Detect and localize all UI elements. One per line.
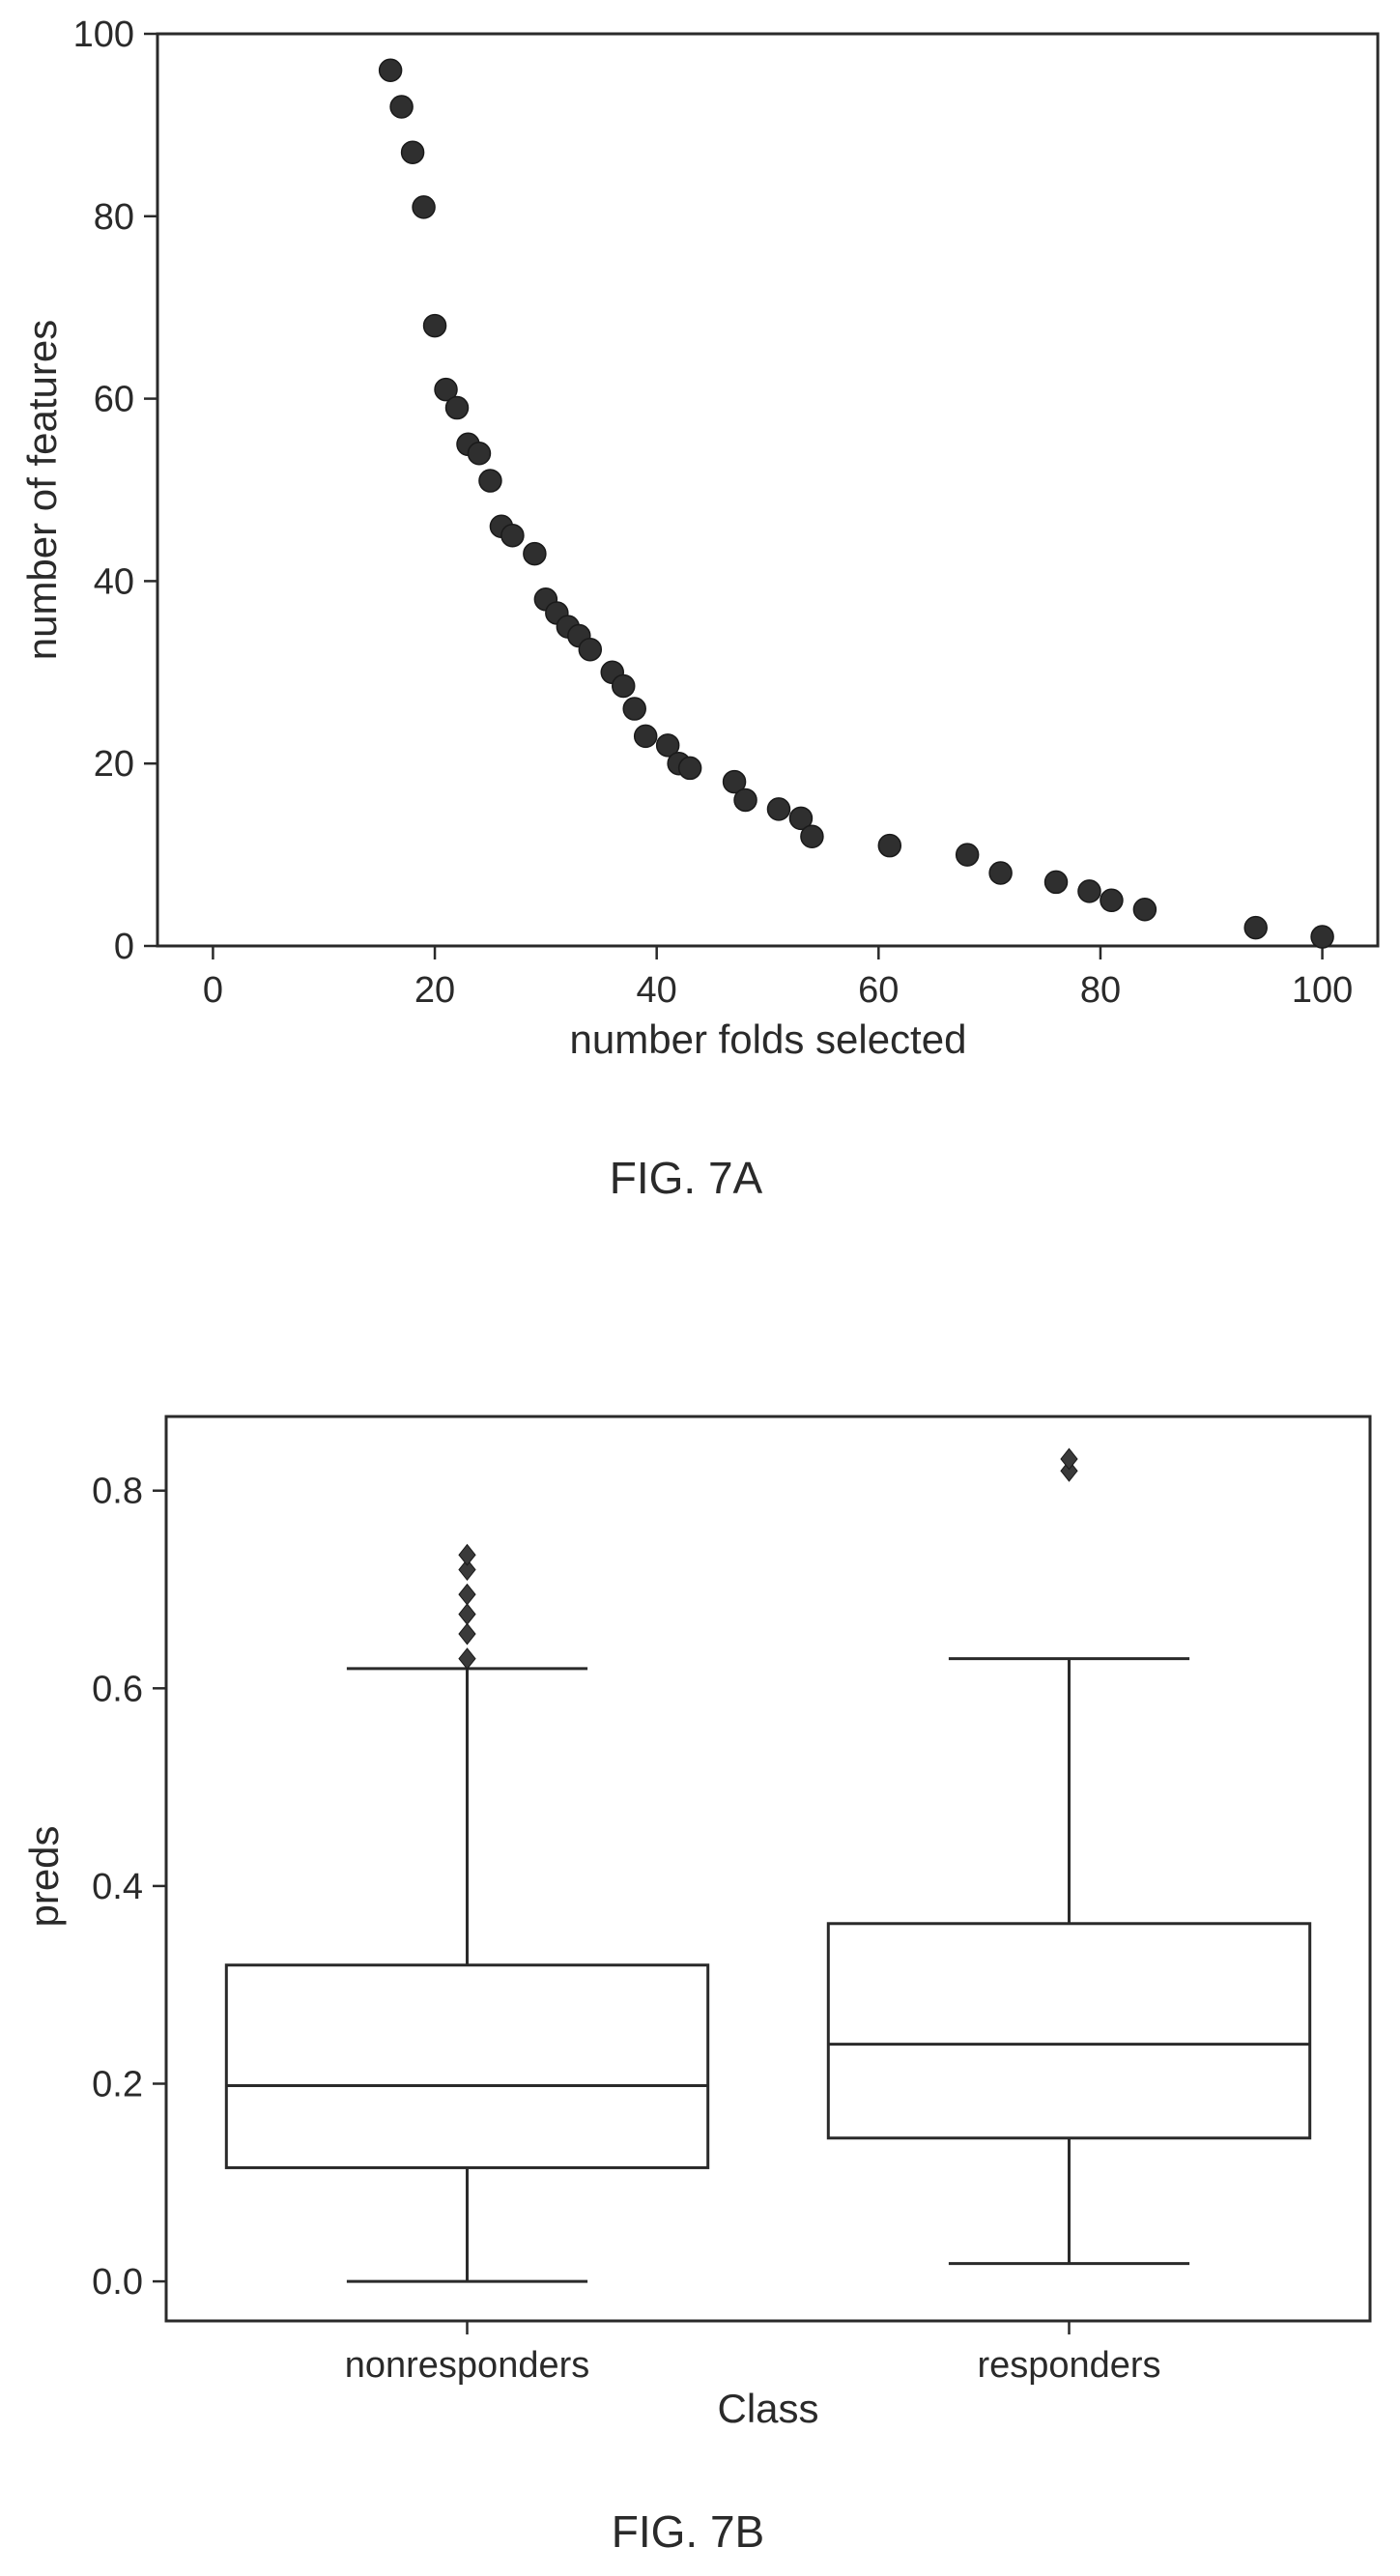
box-plot-y-tick-label: 0.4 [92, 1867, 143, 1907]
outlier-marker [458, 1543, 476, 1566]
box-plot-y-tick-label: 0.8 [92, 1472, 143, 1512]
scatter-point [478, 469, 502, 493]
box-plot-y-axis-label: preds [21, 1825, 67, 1927]
scatter-point [1043, 870, 1069, 895]
outlier-marker [458, 1559, 476, 1581]
scatter-point [444, 395, 470, 420]
scatter-y-tick-label: 60 [94, 380, 134, 420]
scatter-point [800, 824, 824, 848]
scatter-point [733, 787, 757, 813]
scatter-point [766, 797, 791, 821]
scatter-point [622, 697, 646, 721]
scatter-point [578, 637, 603, 662]
scatter-x-tick-label: 20 [414, 970, 455, 1011]
scatter-axis-ticks: 0 20 40 60 80 100 0 20 40 60 80 100 [73, 14, 1354, 1011]
scatter-y-tick-label: 100 [73, 14, 134, 55]
scatter-point [877, 833, 902, 858]
scatter-point [1077, 879, 1101, 903]
figure-caption-7b: FIG. 7B [612, 2506, 764, 2557]
scatter-x-tick-label: 60 [858, 970, 899, 1011]
scatter-point [1310, 925, 1334, 949]
scatter-point [722, 769, 747, 794]
box-plot-x-tick-label: nonresponders [345, 2345, 590, 2386]
scatter-x-tick-label: 40 [637, 970, 677, 1011]
scatter-point [523, 541, 547, 566]
scatter-y-tick-label: 80 [94, 197, 134, 238]
scatter-point [611, 673, 636, 699]
scatter-x-tick-label: 0 [203, 970, 223, 1011]
scatter-y-axis-label: number of features [19, 320, 65, 661]
scatter-point [400, 140, 425, 164]
box-plot-frame [164, 1415, 1372, 2323]
interquartile-box [224, 1963, 710, 2169]
outlier-marker [458, 1622, 476, 1646]
scatter-x-tick-label: 100 [1292, 970, 1353, 1011]
scatter-point [422, 313, 447, 338]
scatter-point [412, 195, 436, 219]
box-plot-chart: 0.0 0.2 0.4 0.6 0.8 nonresponders responders C… [21, 1415, 1372, 2557]
scatter-point [378, 58, 403, 83]
box-plot-x-axis-label: Class [717, 2386, 818, 2431]
scatter-x-tick-label: 80 [1080, 970, 1121, 1011]
scatter-point [988, 861, 1013, 885]
scatter-point [389, 95, 414, 119]
scatter-y-tick-label: 0 [114, 927, 134, 967]
scatter-point [1100, 888, 1124, 913]
scatter-chart: 0 20 40 60 80 100 0 20 40 60 80 100 number folds se… [19, 14, 1380, 1203]
scatter-point [467, 441, 492, 466]
scatter-point [655, 733, 680, 758]
box-plot-y-tick-label: 0.2 [92, 2064, 143, 2104]
scatter-point [1132, 897, 1157, 922]
box-plot-boxes [224, 1447, 1312, 2283]
scatter-x-axis-label: number folds selected [570, 1016, 967, 1062]
interquartile-box [826, 1922, 1312, 2140]
scatter-point [1243, 915, 1268, 940]
outlier-marker [458, 1603, 476, 1626]
box-responders [826, 1447, 1312, 2266]
box-nonresponders [224, 1543, 710, 2283]
box-plot-y-tick-label: 0.0 [92, 2262, 143, 2303]
outlier-marker [458, 1647, 476, 1671]
outlier-marker [458, 1583, 476, 1606]
scatter-point [633, 724, 658, 749]
scatter-plot-frame [156, 32, 1380, 948]
scatter-point [434, 377, 458, 402]
box-plot-axis-ticks: 0.0 0.2 0.4 0.6 0.8 nonresponders responders [92, 1472, 1160, 2386]
figure-caption-7a: FIG. 7A [610, 1153, 763, 1203]
box-plot-x-tick-label: responders [977, 2345, 1160, 2386]
box-plot-y-tick-label: 0.6 [92, 1669, 143, 1709]
scatter-point [677, 756, 702, 781]
scatter-point [788, 806, 814, 831]
scatter-points [378, 58, 1334, 949]
scatter-y-tick-label: 40 [94, 561, 134, 602]
outlier-marker [1060, 1459, 1078, 1482]
scatter-point [500, 523, 525, 548]
scatter-y-tick-label: 20 [94, 744, 134, 785]
outlier-marker [1060, 1447, 1078, 1471]
scatter-point [955, 843, 980, 867]
